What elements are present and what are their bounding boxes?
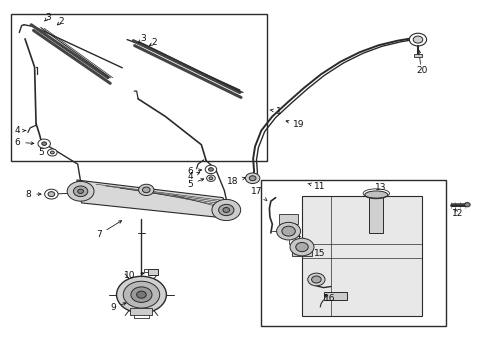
Bar bbox=[292, 246, 311, 256]
Circle shape bbox=[38, 139, 50, 148]
Text: 6: 6 bbox=[186, 167, 201, 176]
Circle shape bbox=[211, 199, 240, 221]
Text: 13: 13 bbox=[369, 183, 386, 194]
Circle shape bbox=[50, 151, 54, 154]
Circle shape bbox=[412, 36, 422, 43]
Ellipse shape bbox=[364, 191, 387, 199]
Circle shape bbox=[205, 165, 216, 174]
Text: 2: 2 bbox=[59, 17, 64, 26]
Polygon shape bbox=[77, 180, 232, 219]
Text: 2: 2 bbox=[151, 38, 157, 47]
Text: 20: 20 bbox=[415, 66, 427, 75]
Circle shape bbox=[138, 184, 154, 195]
Text: 4: 4 bbox=[187, 172, 199, 181]
Text: 4: 4 bbox=[15, 126, 26, 135]
Text: 5: 5 bbox=[186, 179, 203, 189]
Circle shape bbox=[208, 177, 212, 180]
Text: 9: 9 bbox=[110, 303, 126, 312]
Circle shape bbox=[116, 276, 166, 313]
Bar bbox=[130, 308, 152, 315]
Circle shape bbox=[208, 168, 213, 171]
Bar bbox=[147, 269, 158, 275]
Circle shape bbox=[295, 242, 307, 252]
Circle shape bbox=[311, 276, 321, 283]
Circle shape bbox=[131, 287, 152, 302]
Text: 18: 18 bbox=[227, 176, 244, 185]
Circle shape bbox=[218, 204, 233, 216]
Circle shape bbox=[142, 187, 150, 193]
Bar bbox=[323, 292, 346, 300]
Circle shape bbox=[464, 203, 469, 207]
Text: 5: 5 bbox=[39, 148, 51, 157]
Text: 19: 19 bbox=[285, 120, 304, 129]
Circle shape bbox=[67, 181, 94, 201]
Text: 11: 11 bbox=[307, 182, 325, 191]
Text: 16: 16 bbox=[323, 294, 334, 303]
Circle shape bbox=[41, 142, 46, 145]
Circle shape bbox=[48, 192, 55, 197]
Text: 8: 8 bbox=[25, 190, 41, 199]
Circle shape bbox=[78, 189, 83, 193]
Bar bbox=[413, 54, 422, 57]
Circle shape bbox=[276, 222, 300, 240]
Text: 6: 6 bbox=[15, 138, 34, 147]
Circle shape bbox=[206, 175, 215, 181]
Text: 3: 3 bbox=[140, 34, 145, 43]
Circle shape bbox=[245, 173, 259, 184]
Circle shape bbox=[307, 273, 325, 286]
Text: 17: 17 bbox=[251, 187, 266, 201]
Circle shape bbox=[136, 291, 146, 298]
Circle shape bbox=[44, 189, 58, 199]
Text: 12: 12 bbox=[451, 209, 463, 218]
Circle shape bbox=[408, 33, 426, 46]
Text: 14: 14 bbox=[288, 227, 301, 240]
Bar bbox=[279, 213, 298, 224]
Circle shape bbox=[223, 207, 229, 212]
Circle shape bbox=[47, 149, 57, 156]
Text: 10: 10 bbox=[123, 271, 144, 280]
Circle shape bbox=[281, 226, 295, 236]
Text: 1: 1 bbox=[269, 107, 281, 116]
Bar bbox=[302, 196, 421, 316]
Bar bbox=[368, 196, 383, 233]
Circle shape bbox=[289, 238, 313, 256]
Text: 7: 7 bbox=[96, 221, 122, 239]
Circle shape bbox=[249, 176, 256, 181]
Circle shape bbox=[73, 186, 88, 197]
Text: 3: 3 bbox=[45, 13, 51, 22]
Bar bbox=[261, 180, 445, 327]
Circle shape bbox=[123, 281, 160, 308]
Text: 15: 15 bbox=[306, 248, 325, 258]
Bar bbox=[11, 14, 266, 161]
